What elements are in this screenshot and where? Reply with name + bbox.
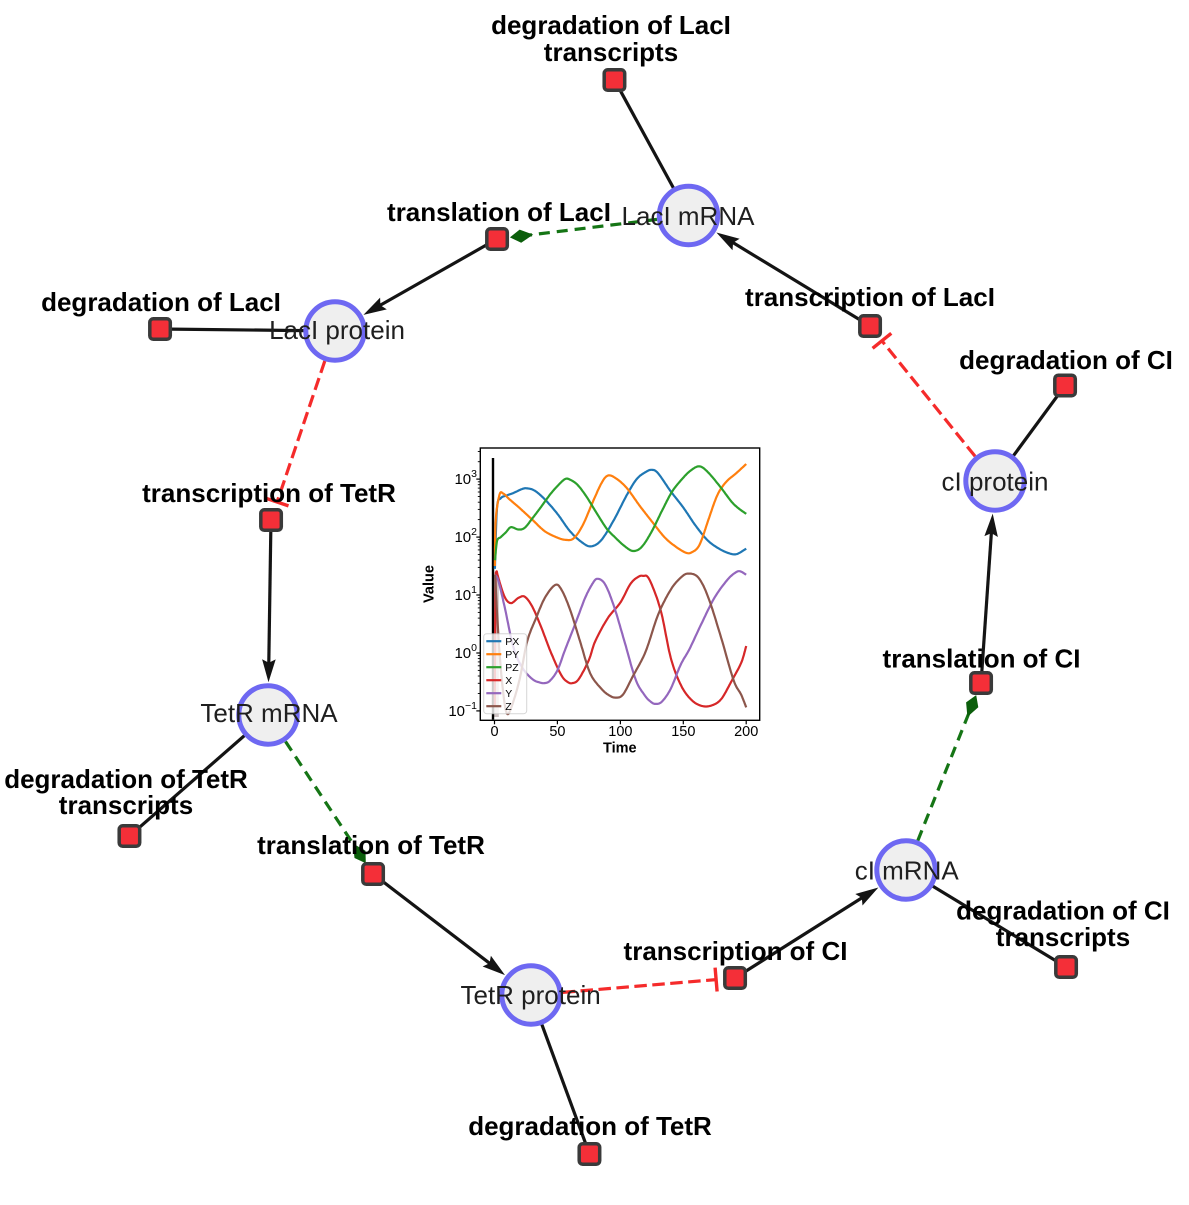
svg-text:transcription of LacI: transcription of LacI: [745, 282, 995, 312]
svg-text:transcripts: transcripts: [59, 790, 193, 820]
svg-text:50: 50: [549, 724, 565, 740]
svg-text:LacI mRNA: LacI mRNA: [622, 201, 756, 231]
svg-text:PX: PX: [505, 636, 519, 648]
svg-text:100: 100: [608, 724, 632, 740]
svg-text:cI protein: cI protein: [942, 467, 1049, 497]
svg-text:Value: Value: [422, 565, 438, 603]
svg-text:translation of CI: translation of CI: [883, 644, 1081, 674]
svg-text:PY: PY: [505, 649, 519, 661]
svg-text:cI mRNA: cI mRNA: [855, 855, 960, 885]
svg-text:degradation of LacI: degradation of LacI: [41, 287, 281, 317]
svg-text:degradation of LacI: degradation of LacI: [491, 10, 731, 40]
svg-text:LacI protein: LacI protein: [269, 315, 405, 345]
svg-text:transcripts: transcripts: [544, 37, 678, 67]
svg-text:transcription of TetR: transcription of TetR: [142, 478, 396, 508]
svg-text:degradation of TetR: degradation of TetR: [468, 1111, 712, 1141]
svg-text:translation of LacI: translation of LacI: [387, 197, 611, 227]
svg-text:Time: Time: [603, 741, 637, 757]
svg-text:transcription of CI: transcription of CI: [624, 936, 848, 966]
svg-text:PZ: PZ: [505, 662, 519, 674]
svg-text:transcripts: transcripts: [996, 922, 1130, 952]
svg-text:200: 200: [734, 724, 758, 740]
svg-text:TetR protein: TetR protein: [461, 980, 601, 1010]
svg-text:Y: Y: [505, 688, 512, 700]
svg-text:degradation of CI: degradation of CI: [956, 896, 1170, 926]
svg-text:Z: Z: [505, 701, 512, 713]
svg-text:X: X: [505, 675, 512, 687]
svg-text:150: 150: [671, 724, 695, 740]
svg-text:degradation of TetR: degradation of TetR: [4, 764, 248, 794]
svg-text:0: 0: [490, 724, 498, 740]
svg-text:translation of TetR: translation of TetR: [257, 830, 485, 860]
svg-text:degradation of CI: degradation of CI: [959, 345, 1173, 375]
svg-text:TetR mRNA: TetR mRNA: [200, 698, 338, 728]
